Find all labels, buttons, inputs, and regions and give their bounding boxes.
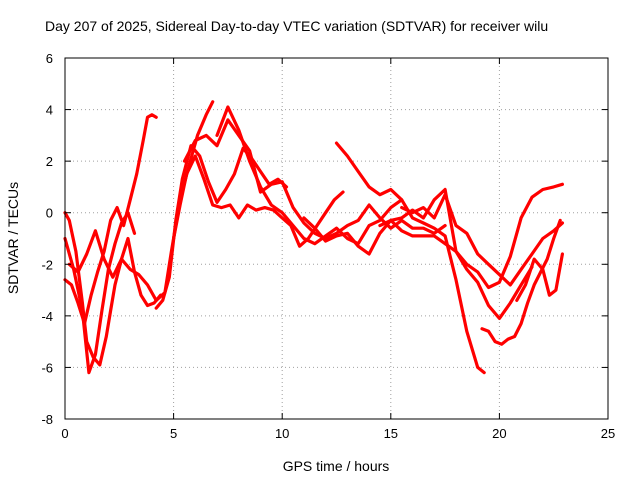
y-tick-label: 2 bbox=[46, 154, 53, 169]
x-tick-label: 20 bbox=[492, 426, 506, 441]
axis-ticks bbox=[64, 57, 609, 420]
sat-track-11 bbox=[378, 182, 564, 290]
x-tick-label: 5 bbox=[170, 426, 177, 441]
sat-track-6 bbox=[172, 154, 345, 248]
x-tick-label: 15 bbox=[384, 426, 398, 441]
y-tick-labels: -8 -6 -4 -2 0 2 4 6 bbox=[41, 51, 53, 427]
sat-track-3 bbox=[63, 211, 137, 375]
y-tick-label: 4 bbox=[46, 103, 53, 118]
y-tick-label: -8 bbox=[41, 412, 53, 427]
y-tick-label: -4 bbox=[41, 309, 53, 324]
x-tick-label: 25 bbox=[601, 426, 615, 441]
sat-track-8 bbox=[215, 105, 404, 246]
sat-track-9 bbox=[334, 141, 486, 375]
data-series bbox=[63, 100, 564, 375]
sat-track-4 bbox=[67, 100, 215, 302]
x-tick-label: 0 bbox=[61, 426, 68, 441]
grid-lines bbox=[65, 58, 608, 419]
y-tick-label: 0 bbox=[46, 206, 53, 221]
sat-track-12 bbox=[400, 193, 564, 287]
y-tick-label: 6 bbox=[46, 51, 53, 66]
y-tick-label: -2 bbox=[41, 257, 53, 272]
sat-track-2 bbox=[63, 211, 163, 367]
y-axis-label: SDTVAR / TECUs bbox=[5, 182, 21, 294]
sat-track-10 bbox=[302, 187, 534, 320]
sat-track-7 bbox=[182, 118, 447, 241]
sat-track-13 bbox=[480, 218, 562, 346]
chart-title: Day 207 of 2025, Sidereal Day-to-day VTE… bbox=[45, 18, 548, 34]
sat-track-14 bbox=[515, 252, 564, 302]
x-axis-label: GPS time / hours bbox=[283, 458, 390, 474]
y-tick-label: -6 bbox=[41, 360, 53, 375]
plot-frame bbox=[64, 57, 609, 420]
x-tick-labels: 0 5 10 15 20 25 bbox=[61, 426, 615, 441]
x-tick-label: 10 bbox=[275, 426, 289, 441]
